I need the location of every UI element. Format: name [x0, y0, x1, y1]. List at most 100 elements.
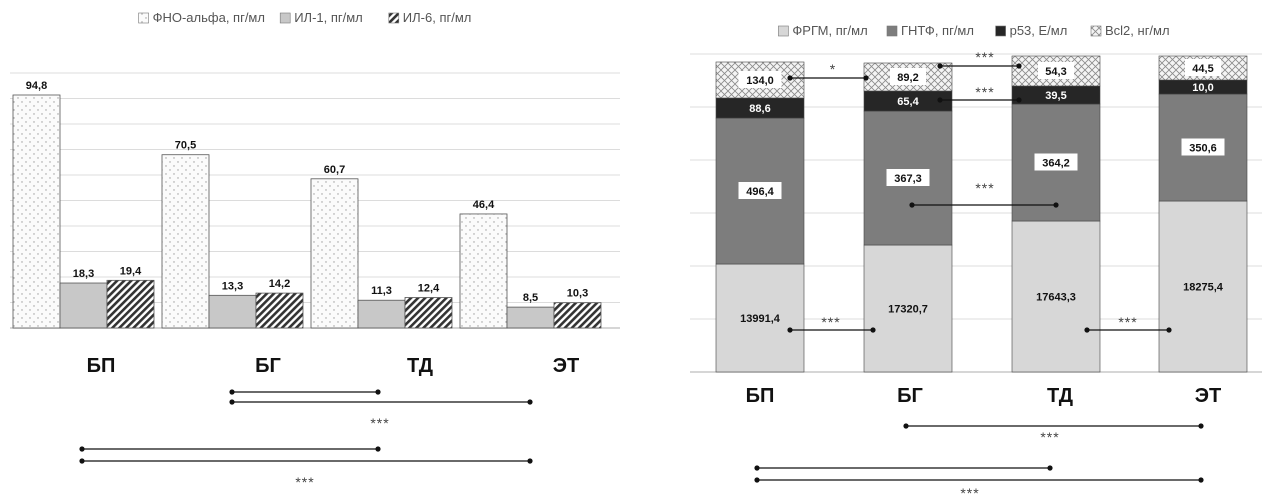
data-label: 88,6 — [749, 103, 770, 115]
left-value-labels: 94,8 18,3 19,4 70,5 13,3 14,2 60,7 11,3 12,4 46,4… — [26, 80, 588, 304]
data-label-box — [738, 182, 782, 199]
legend-item-swatch — [388, 12, 400, 24]
legend-item-swatch — [778, 25, 789, 37]
category-label-бп: БП — [87, 355, 116, 377]
significance-connector-end — [1166, 327, 1172, 333]
significance-connector-end — [1016, 63, 1022, 69]
significance-bracket-end — [754, 477, 760, 483]
significance-label: *** — [975, 84, 994, 100]
significance-connector-end — [787, 327, 793, 333]
data-label: 18275,4 — [1183, 282, 1224, 294]
significance-connector-end — [787, 75, 793, 81]
bar-ил-1-пг-мл — [208, 294, 257, 329]
legend-item-swatch — [279, 12, 291, 24]
right-value-labels: 13991,4 496,4 88,6 134,0 17320,7 367,3 65,4 89,… — [738, 59, 1225, 325]
significance-bracket-end — [527, 399, 533, 405]
bar-фно-альфа-пг-мл — [459, 213, 508, 329]
significance-label: *** — [960, 485, 979, 501]
bar-фно-альфа-пг-мл — [161, 154, 210, 329]
data-label: 14,2 — [269, 278, 290, 290]
legend-item-swatch — [138, 12, 149, 24]
data-label: 350,6 — [1189, 143, 1217, 155]
significance-label: *** — [295, 474, 314, 490]
bar-ил-1-пг-мл — [59, 282, 108, 329]
data-label: 17643,3 — [1036, 292, 1076, 304]
data-label: 8,5 — [523, 292, 538, 304]
significance-label: *** — [975, 180, 994, 196]
data-label: 44,5 — [1192, 63, 1213, 75]
category-label-бг: БГ — [897, 385, 923, 407]
data-label: 12,4 — [418, 283, 440, 295]
bar-фно-альфа-пг-мл — [310, 178, 359, 329]
significance-bracket-end — [79, 446, 85, 452]
bar-ил-6-пг-мл — [404, 297, 453, 329]
significance-label: *** — [821, 314, 840, 330]
data-label: 496,4 — [746, 186, 774, 198]
stacked-segment-фргм-пг-мл — [863, 244, 953, 373]
data-label: 70,5 — [175, 140, 196, 152]
bar-фно-альфа-пг-мл — [12, 94, 61, 329]
significance-bracket-end — [903, 423, 909, 429]
legend-item-label: ГНТФ, пг/мл — [901, 23, 974, 38]
significance-connector-end — [909, 202, 915, 208]
right-significance: ************* ********* — [754, 49, 1204, 501]
significance-bracket-end — [1198, 477, 1204, 483]
significance-connector-end — [870, 327, 876, 333]
bar-ил-1-пг-мл — [357, 299, 406, 329]
significance-bracket-end — [754, 465, 760, 471]
significance-bracket-end — [527, 458, 533, 464]
significance-connector-end — [1016, 97, 1022, 103]
significance-connector-end — [1084, 327, 1090, 333]
data-label-box — [1185, 59, 1221, 76]
legend-item-label: Bcl2, нг/мл — [1105, 23, 1170, 38]
significance-label: *** — [975, 49, 994, 65]
legend-item-label: ИЛ-6, пг/мл — [403, 10, 472, 25]
bar-ил-6-пг-мл — [553, 302, 602, 329]
significance-connector-end — [1053, 202, 1059, 208]
right-category-labels: БП БГ ТД ЭТ — [746, 385, 1222, 407]
data-label: 60,7 — [324, 164, 345, 176]
data-label: 134,0 — [746, 75, 774, 87]
data-label: 367,3 — [894, 173, 922, 185]
significance-label: *** — [370, 415, 389, 431]
left-bars — [12, 94, 602, 329]
data-label: 364,2 — [1042, 158, 1070, 170]
cytokine-bar-chart: ФНО-альфа, пг/мл ИЛ-1, пг/мл ИЛ-6, пг/мл 9… — [10, 10, 620, 490]
significance-bracket-end — [229, 389, 235, 395]
data-label-box — [890, 68, 926, 85]
significance-bracket-end — [79, 458, 85, 464]
data-label: 94,8 — [26, 80, 47, 92]
data-label-box — [1181, 138, 1225, 156]
data-label: 39,5 — [1045, 90, 1066, 102]
data-label: 11,3 — [371, 285, 392, 297]
left-legend: ФНО-альфа, пг/мл ИЛ-1, пг/мл ИЛ-6, пг/мл — [138, 10, 472, 25]
bar-ил-6-пг-мл — [106, 279, 155, 329]
data-label: 54,3 — [1045, 66, 1066, 78]
data-label: 89,2 — [897, 72, 918, 84]
legend-item-label: ФНО-альфа, пг/мл — [153, 10, 265, 25]
data-label: 13,3 — [222, 280, 243, 292]
significance-label: *** — [1040, 429, 1059, 445]
legend-item-label: ИЛ-1, пг/мл — [294, 10, 363, 25]
significance-bracket-end — [1047, 465, 1053, 471]
right-legend: ФРГМ, пг/мл ГНТФ, пг/мл p53, Е/мл Bcl2, нг/… — [778, 23, 1170, 38]
category-label-бп: БП — [746, 385, 775, 407]
data-label: 46,4 — [473, 199, 495, 211]
significance-connector-end — [863, 75, 869, 81]
legend-item-swatch — [995, 25, 1006, 37]
category-label-эт: ЭТ — [553, 355, 579, 377]
significance-bracket-end — [229, 399, 235, 405]
right-bars — [715, 55, 1248, 373]
category-label-тд: ТД — [1047, 385, 1073, 407]
significance-connector-end — [937, 97, 943, 103]
data-label: 10,0 — [1192, 82, 1213, 94]
data-label: 17320,7 — [888, 304, 928, 316]
data-label: 19,4 — [120, 265, 142, 277]
significance-connector-end — [937, 63, 943, 69]
bar-ил-6-пг-мл — [255, 292, 304, 329]
significance-bracket-end — [375, 446, 381, 452]
data-label-box — [738, 71, 782, 88]
left-category-labels: БП БГ ТД ЭТ — [87, 355, 580, 377]
category-label-тд: ТД — [407, 355, 433, 377]
